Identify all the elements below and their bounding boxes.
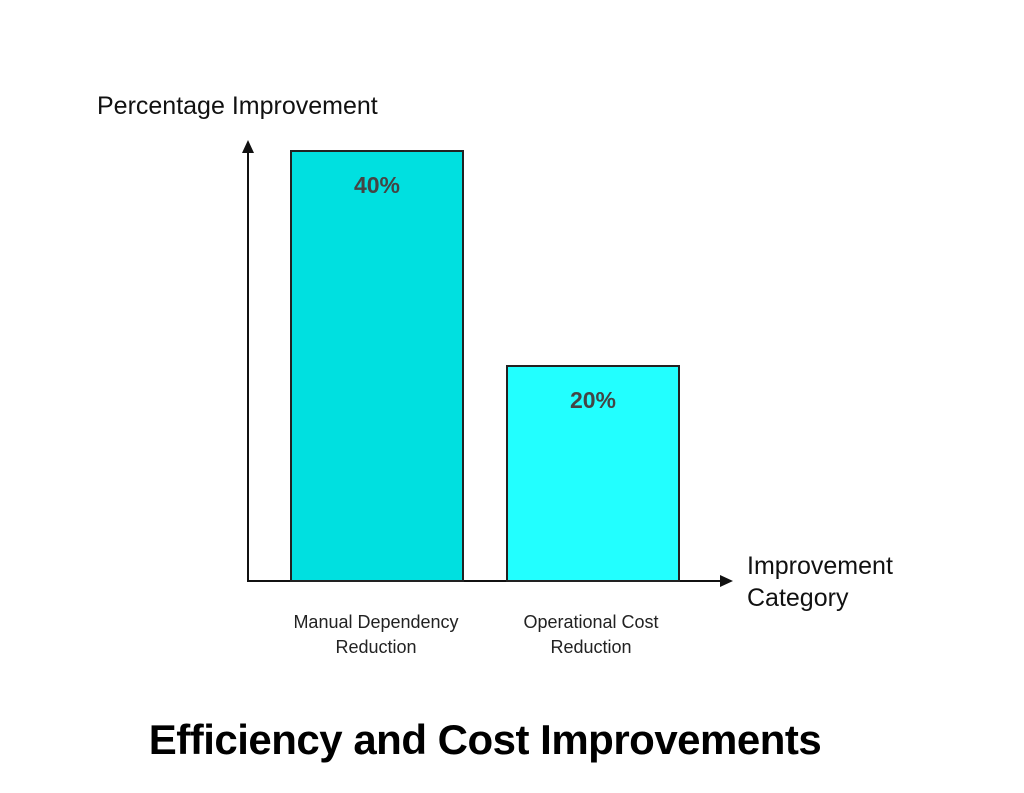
x-axis-label-line2: Category bbox=[747, 584, 849, 612]
bar-value-label: 20% bbox=[569, 387, 617, 413]
category-label-line2: Reduction bbox=[335, 637, 417, 657]
category-label-operational-cost: Operational Cost Reduction bbox=[480, 610, 702, 660]
x-axis-arrow-icon bbox=[720, 575, 733, 587]
category-label-manual-dependency: Manual Dependency Reduction bbox=[265, 610, 487, 660]
x-axis-label-line1: Improvement bbox=[747, 552, 893, 580]
y-axis-line bbox=[247, 152, 249, 582]
bar-operational-cost-reduction: 20% bbox=[506, 365, 680, 582]
x-axis-line bbox=[247, 580, 721, 582]
category-label-line2: Reduction bbox=[550, 637, 632, 657]
y-axis-label: Percentage Improvement bbox=[97, 92, 378, 120]
y-axis-arrow-icon bbox=[242, 140, 254, 153]
chart-title: Efficiency and Cost Improvements bbox=[148, 716, 822, 763]
category-label-line1: Operational Cost bbox=[523, 612, 659, 632]
x-axis-label: Improvement Category bbox=[747, 550, 893, 614]
category-label-line1: Manual Dependency bbox=[293, 612, 459, 632]
bar-manual-dependency-reduction: 40% bbox=[290, 150, 464, 582]
bar-value-label: 40% bbox=[353, 172, 401, 198]
